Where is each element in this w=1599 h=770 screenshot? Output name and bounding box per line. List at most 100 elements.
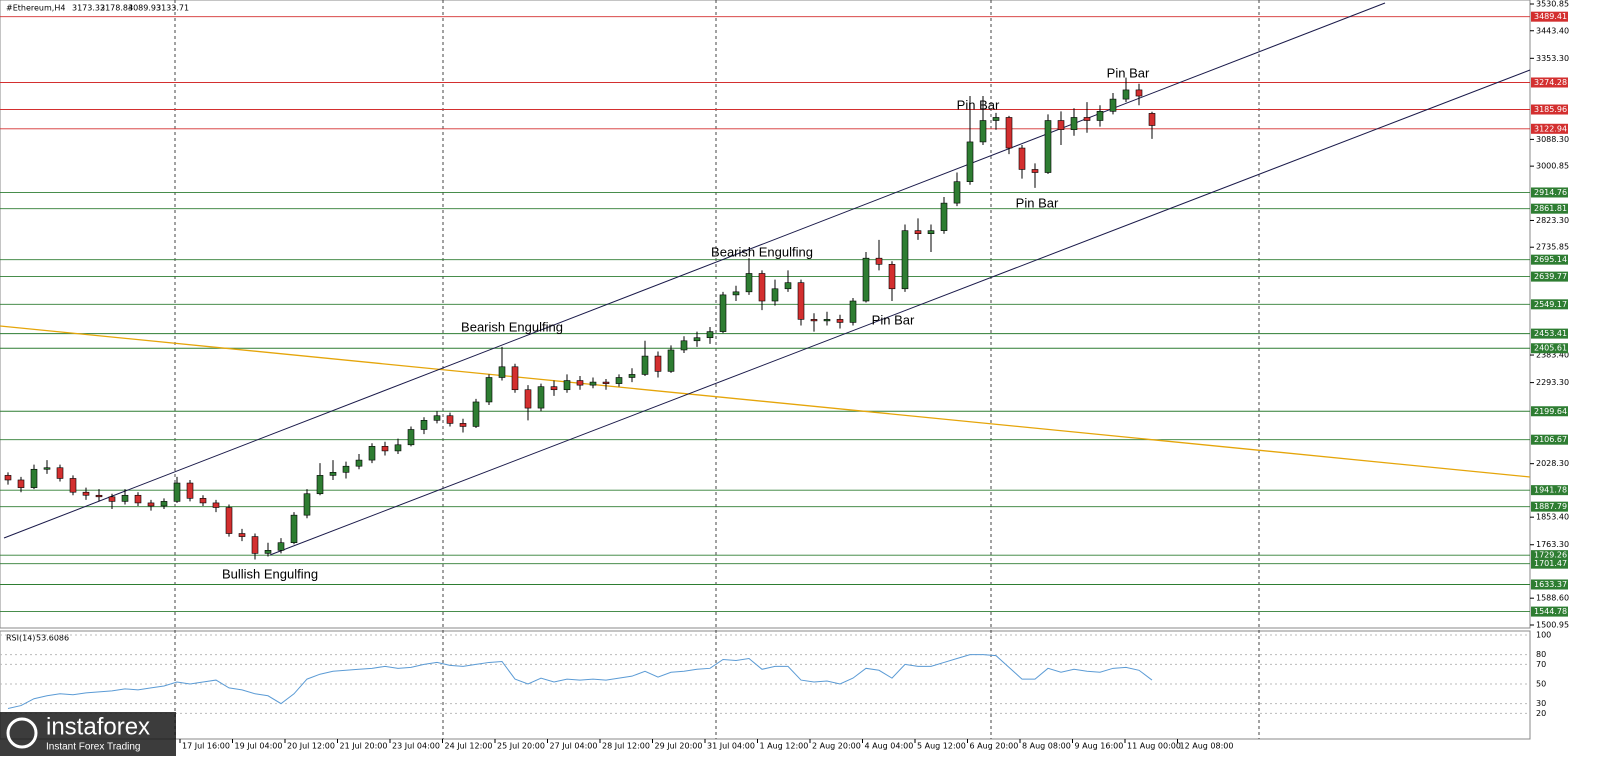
candle-body	[472, 401, 480, 427]
y-tick-label: 2735.85	[1536, 243, 1569, 252]
x-tick-label: 24 Jul 12:00	[445, 742, 493, 751]
candle-body	[199, 498, 207, 504]
y-tick-label: 2383.40	[1536, 351, 1569, 360]
candle-body	[1096, 111, 1104, 121]
ohlc-low: 3089.93	[128, 4, 161, 13]
candle-body	[394, 444, 402, 452]
level-tag	[1531, 328, 1568, 339]
candle-body	[290, 514, 298, 543]
level-tag	[1531, 104, 1568, 115]
x-tick-label: 20 Jul 12:00	[287, 742, 335, 751]
candle-body	[186, 482, 194, 499]
y-tick-label: 3000.85	[1536, 162, 1569, 171]
x-tick-label: 5 Aug 12:00	[917, 742, 966, 751]
channel-upper	[3, 2, 1386, 539]
level-tag	[1531, 254, 1568, 265]
rsi-panel	[0, 630, 1531, 740]
x-tick-label: 23 Jul 04:00	[392, 742, 440, 751]
candle-body	[836, 319, 844, 323]
level-label: 2639.77	[1534, 272, 1567, 281]
candle-body	[82, 491, 90, 496]
level-tag	[1531, 485, 1568, 496]
candle-body	[771, 288, 779, 302]
candle-body	[784, 282, 792, 290]
annotation: Bullish Engulfing	[222, 566, 318, 581]
candle-body	[43, 467, 51, 470]
rsi-tick-label: 100	[1536, 631, 1551, 640]
rsi-tick-label: 70	[1536, 660, 1546, 669]
rsi-tick-label: 30	[1536, 699, 1546, 708]
y-tick-label: 3443.40	[1536, 26, 1569, 35]
level-tag	[1531, 343, 1568, 354]
level-label: 2695.14	[1534, 255, 1567, 264]
candle-body	[628, 374, 636, 378]
candle-body	[992, 117, 1000, 121]
candle-body	[342, 465, 350, 473]
y-tick-label: 3088.30	[1536, 135, 1569, 144]
level-tag	[1531, 203, 1568, 214]
level-tag	[1531, 579, 1568, 590]
candle-body	[420, 420, 428, 430]
level-label: 1941.78	[1534, 486, 1567, 495]
candle-body	[1018, 147, 1026, 170]
candle-body	[56, 467, 64, 479]
candle-body	[758, 273, 766, 302]
candle-body	[134, 494, 142, 504]
y-tick-label: 1500.95	[1536, 621, 1569, 630]
candle-body	[17, 479, 25, 488]
candle-body	[459, 423, 467, 427]
y-tick-label: 1763.30	[1536, 540, 1569, 549]
level-tag	[1531, 187, 1568, 198]
level-tag	[1531, 550, 1568, 561]
level-label: 2914.76	[1534, 188, 1567, 197]
x-tick-label: 28 Jul 12:00	[602, 742, 650, 751]
candle-body	[433, 415, 441, 421]
candle-body	[316, 475, 324, 495]
candle-body	[355, 459, 363, 467]
annotation: Bearish Engulfing	[461, 319, 563, 334]
candle-body	[602, 381, 610, 384]
x-tick-label: 9 Aug 16:00	[1075, 742, 1124, 751]
level-label: 2405.61	[1534, 344, 1567, 353]
x-tick-label: 12 Aug 08:00	[1180, 742, 1234, 751]
candle-body	[823, 319, 831, 322]
candle-body	[589, 381, 597, 386]
candle-body	[1070, 117, 1078, 130]
candle-body	[615, 377, 623, 384]
x-tick-label: 17 Jul 16:00	[182, 742, 230, 751]
level-label: 1701.47	[1534, 559, 1567, 568]
x-tick-label: 1 Aug 12:00	[760, 742, 809, 751]
candle-body	[732, 291, 740, 296]
level-tag	[1531, 406, 1568, 417]
rsi-tick-label: 80	[1536, 650, 1546, 659]
annotation: Pin Bar	[1107, 65, 1150, 80]
rsi-tick-label: 50	[1536, 680, 1546, 689]
x-tick-label: 19 Jul 04:00	[235, 742, 283, 751]
candle-body	[667, 349, 675, 372]
logo-tagline: Instant Forex Trading	[46, 742, 141, 753]
annotation: Bearish Engulfing	[711, 244, 813, 259]
channel-lower	[269, 69, 1531, 556]
candle-body	[498, 366, 506, 378]
candle-body	[95, 494, 103, 498]
y-tick-label: 3530.85	[1536, 0, 1569, 9]
candle-body	[979, 120, 987, 143]
y-tick-label: 1853.40	[1536, 513, 1569, 522]
x-tick-label: 27 Jul 04:00	[550, 742, 598, 751]
candle-body	[641, 355, 649, 375]
level-label: 1633.37	[1534, 580, 1567, 589]
y-tick-label: 2293.30	[1536, 378, 1569, 387]
level-label: 1729.26	[1534, 551, 1567, 560]
candle-body	[563, 380, 571, 391]
candle-body	[1135, 89, 1143, 97]
candle-body	[511, 366, 519, 391]
candle-body	[537, 386, 545, 409]
rsi-current: 53.6086	[36, 634, 69, 643]
level-label: 2453.41	[1534, 329, 1567, 338]
rsi-name: RSI(14)	[6, 634, 35, 643]
candle-body	[680, 340, 688, 351]
candle-body	[485, 377, 493, 403]
rsi-tick-label: 20	[1536, 709, 1546, 718]
annotation: Pin Bar	[1016, 195, 1059, 210]
